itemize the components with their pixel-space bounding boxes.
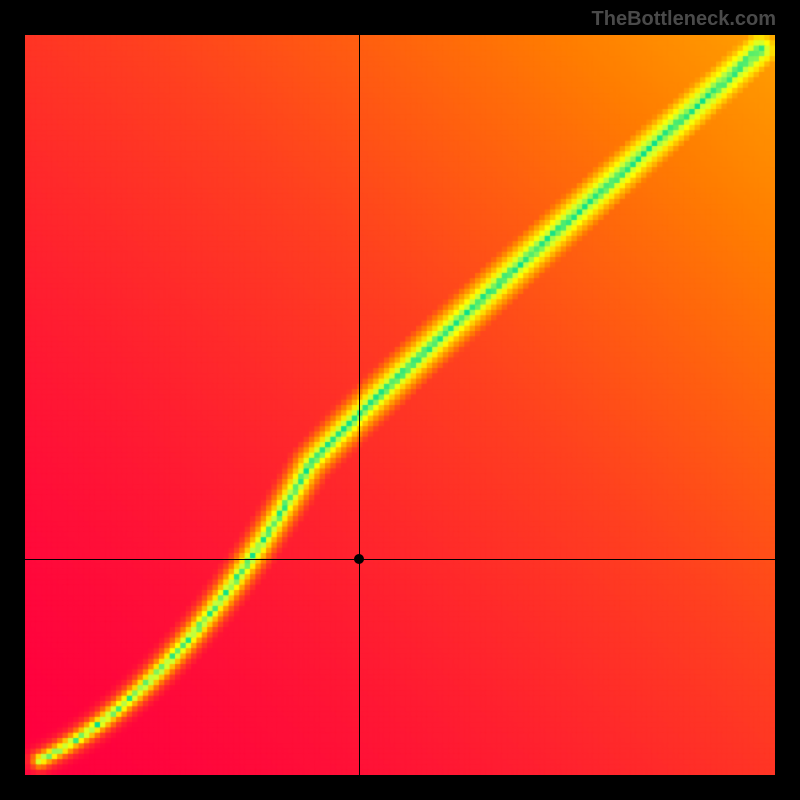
marker-dot — [354, 554, 364, 564]
crosshair-horizontal — [25, 559, 775, 560]
bottleneck-heatmap — [25, 35, 775, 775]
crosshair-vertical — [359, 35, 360, 775]
watermark-text: TheBottleneck.com — [592, 8, 776, 31]
heatmap-canvas — [25, 35, 775, 775]
